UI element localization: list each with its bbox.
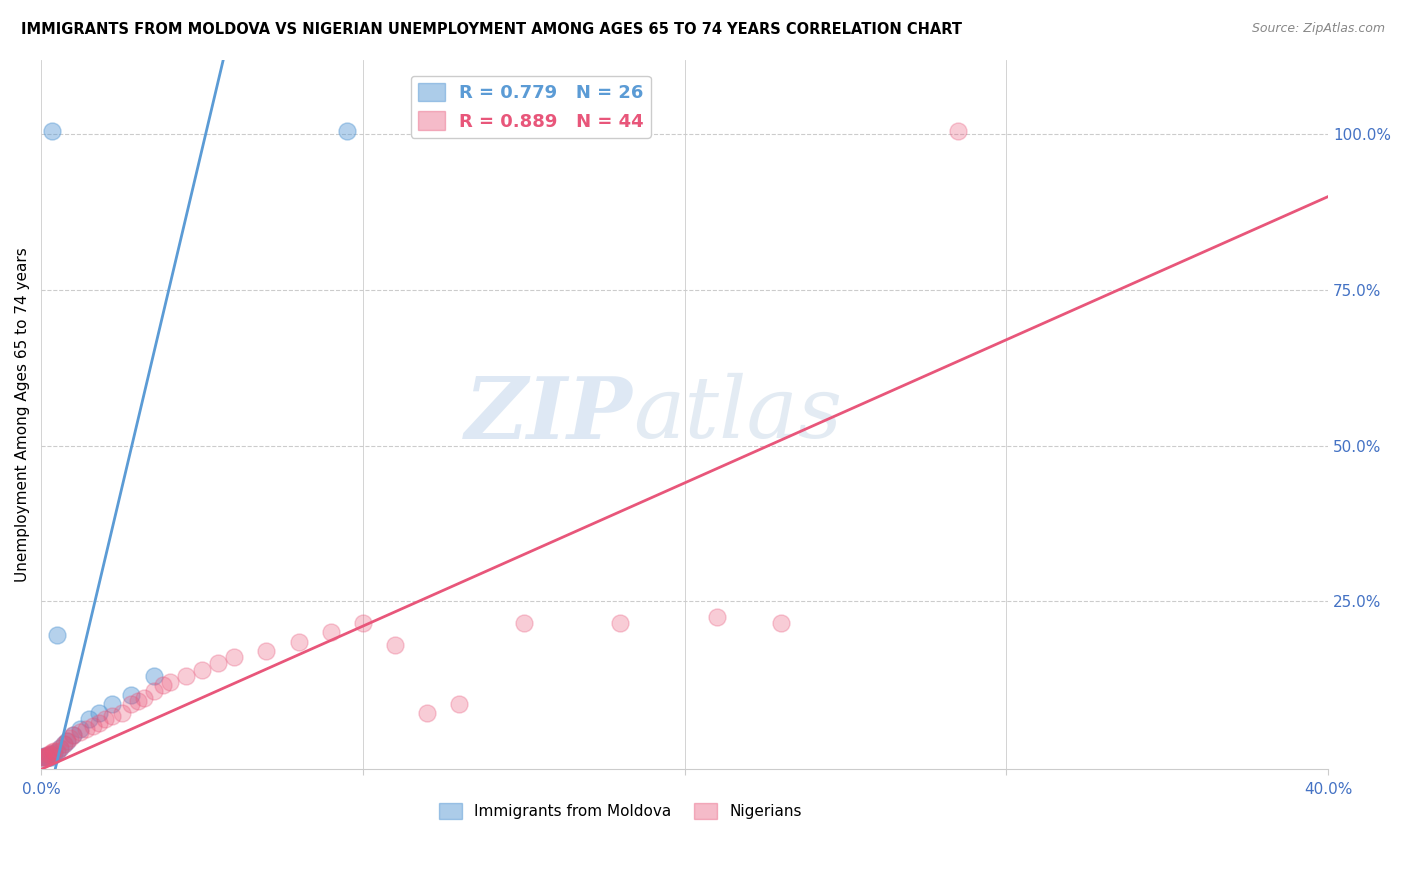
Point — [384, 638, 406, 652]
Point — [287, 634, 309, 648]
Point — [38, 747, 60, 762]
Point — [35, 749, 58, 764]
Point — [69, 722, 91, 736]
Point — [191, 663, 214, 677]
Point — [159, 675, 181, 690]
Point — [352, 615, 374, 630]
Point — [39, 747, 62, 762]
Text: IMMIGRANTS FROM MOLDOVA VS NIGERIAN UNEMPLOYMENT AMONG AGES 65 TO 74 YEARS CORRE: IMMIGRANTS FROM MOLDOVA VS NIGERIAN UNEM… — [21, 22, 962, 37]
Point — [110, 706, 132, 721]
Point — [41, 745, 63, 759]
Point — [62, 728, 84, 742]
Point — [41, 124, 63, 138]
Point — [59, 731, 82, 746]
Point — [38, 749, 60, 764]
Point — [49, 740, 72, 755]
Point — [39, 747, 62, 761]
Point — [513, 615, 536, 630]
Point — [69, 725, 91, 739]
Point — [34, 749, 56, 764]
Point — [34, 749, 56, 764]
Point — [56, 734, 79, 748]
Point — [609, 615, 631, 630]
Point — [39, 749, 62, 764]
Point — [706, 609, 728, 624]
Y-axis label: Unemployment Among Ages 65 to 74 years: Unemployment Among Ages 65 to 74 years — [15, 247, 30, 582]
Text: ZIP: ZIP — [465, 373, 633, 456]
Text: Source: ZipAtlas.com: Source: ZipAtlas.com — [1251, 22, 1385, 36]
Legend: Immigrants from Moldova, Nigerians: Immigrants from Moldova, Nigerians — [433, 797, 808, 825]
Point — [120, 688, 142, 702]
Point — [30, 749, 52, 764]
Point — [449, 697, 471, 711]
Point — [319, 625, 342, 640]
Point — [37, 748, 59, 763]
Point — [41, 747, 63, 762]
Point — [42, 744, 65, 758]
Point — [152, 678, 174, 692]
Point — [254, 644, 277, 658]
Point — [87, 715, 110, 730]
Point — [31, 749, 53, 764]
Point — [46, 744, 69, 758]
Point — [174, 669, 197, 683]
Point — [34, 749, 56, 764]
Point — [79, 713, 101, 727]
Point — [82, 719, 104, 733]
Point — [42, 746, 65, 760]
Point — [30, 749, 52, 764]
Point — [416, 706, 439, 721]
Point — [35, 748, 58, 763]
Point — [207, 657, 229, 671]
Point — [87, 706, 110, 721]
Point — [142, 684, 165, 698]
Point — [52, 738, 75, 752]
Point — [46, 745, 69, 759]
Point — [224, 650, 246, 665]
Point — [101, 709, 124, 723]
Point — [336, 124, 359, 138]
Point — [62, 728, 84, 742]
Point — [946, 124, 969, 138]
Point — [37, 747, 59, 762]
Point — [52, 738, 75, 752]
Point — [46, 628, 69, 642]
Point — [132, 690, 155, 705]
Point — [127, 694, 149, 708]
Point — [75, 722, 97, 736]
Point — [56, 734, 79, 748]
Point — [120, 697, 142, 711]
Point — [101, 697, 124, 711]
Point — [49, 740, 72, 755]
Point — [142, 669, 165, 683]
Text: atlas: atlas — [633, 373, 842, 456]
Point — [94, 713, 117, 727]
Point — [37, 749, 59, 764]
Point — [42, 747, 65, 761]
Point — [770, 615, 793, 630]
